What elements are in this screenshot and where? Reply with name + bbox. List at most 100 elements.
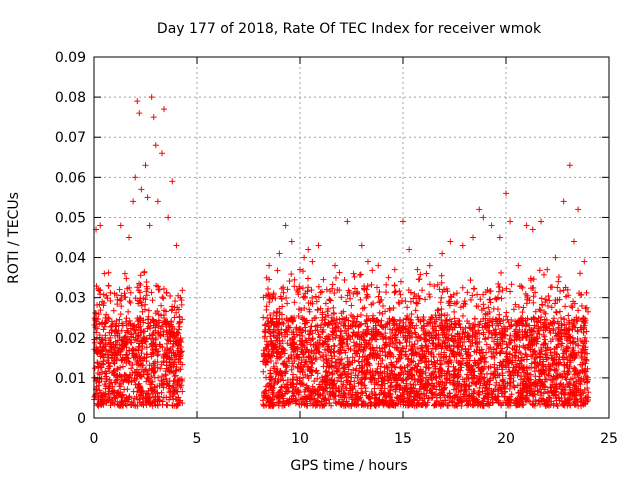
- data-point: [577, 270, 584, 277]
- data-point: [167, 362, 174, 369]
- data-point: [552, 254, 559, 261]
- data-point: [178, 297, 185, 304]
- data-point: [263, 306, 270, 313]
- data-point: [357, 296, 364, 303]
- data-point: [260, 401, 267, 408]
- data-point: [396, 300, 403, 307]
- data-point: [170, 359, 177, 366]
- data-point: [322, 300, 329, 307]
- data-point: [173, 242, 180, 249]
- data-point: [92, 309, 99, 316]
- data-point: [104, 357, 111, 364]
- data-point: [320, 363, 327, 370]
- data-point: [291, 276, 298, 283]
- data-point: [565, 312, 572, 319]
- data-point: [298, 337, 305, 344]
- data-point: [581, 258, 588, 265]
- data-point: [530, 293, 537, 300]
- data-point: [378, 317, 385, 324]
- data-point: [284, 300, 291, 307]
- data-point: [358, 311, 365, 318]
- data-points: [91, 94, 592, 409]
- data-point: [329, 281, 336, 288]
- data-point: [118, 303, 125, 310]
- data-point: [161, 285, 168, 292]
- data-point: [540, 271, 547, 278]
- data-point: [105, 269, 112, 276]
- data-point: [539, 302, 546, 309]
- data-point: [400, 218, 406, 225]
- data-point: [562, 303, 569, 310]
- data-point: [132, 174, 139, 181]
- data-point: [426, 291, 433, 298]
- data-point: [146, 362, 153, 369]
- data-point: [495, 280, 502, 287]
- data-point: [161, 106, 168, 113]
- data-point: [132, 369, 139, 376]
- data-point: [392, 364, 399, 371]
- data-point: [126, 359, 133, 366]
- data-point: [305, 275, 312, 282]
- data-point: [286, 278, 293, 285]
- data-point: [140, 368, 147, 375]
- data-point: [330, 304, 337, 311]
- data-point: [150, 317, 157, 324]
- data-point: [312, 293, 319, 300]
- data-point: [520, 304, 527, 311]
- data-point: [146, 222, 153, 229]
- data-point: [417, 271, 424, 278]
- data-point: [416, 276, 423, 283]
- data-point: [507, 218, 514, 225]
- data-point: [288, 238, 295, 245]
- data-point: [118, 320, 125, 327]
- data-point: [123, 372, 130, 379]
- y-tick-label: 0.06: [55, 170, 86, 186]
- data-point: [326, 296, 333, 303]
- data-point: [158, 373, 165, 380]
- data-point: [165, 383, 172, 390]
- data-point: [171, 373, 178, 380]
- data-point: [179, 400, 186, 407]
- data-point: [438, 294, 445, 301]
- data-point: [106, 388, 113, 395]
- data-point: [132, 381, 139, 388]
- data-point: [555, 278, 562, 285]
- data-point: [152, 142, 159, 149]
- data-point: [105, 360, 112, 367]
- data-point: [453, 290, 460, 297]
- data-point: [499, 287, 506, 294]
- data-point: [323, 286, 330, 293]
- data-point: [173, 309, 180, 316]
- data-point: [97, 340, 104, 347]
- data-point: [532, 373, 539, 380]
- data-point: [100, 326, 107, 333]
- data-point: [503, 190, 509, 197]
- data-point: [343, 298, 350, 305]
- data-point: [395, 299, 402, 306]
- data-point: [117, 297, 124, 304]
- data-point: [467, 296, 474, 303]
- data-point: [174, 381, 181, 388]
- data-point: [102, 385, 109, 392]
- data-point: [126, 317, 133, 324]
- data-point: [104, 351, 111, 358]
- data-point: [111, 352, 118, 359]
- data-point: [451, 308, 458, 315]
- data-point: [97, 222, 104, 229]
- data-point: [112, 349, 119, 356]
- data-point: [315, 242, 322, 249]
- data-point: [530, 276, 537, 283]
- data-point: [174, 347, 181, 354]
- data-point: [130, 198, 137, 205]
- data-point: [305, 284, 312, 291]
- data-point: [155, 311, 162, 318]
- data-point: [414, 266, 421, 273]
- data-point: [344, 218, 351, 225]
- data-point: [151, 384, 158, 391]
- data-point: [291, 283, 298, 290]
- data-point: [488, 222, 495, 229]
- data-point: [142, 296, 149, 303]
- y-axis-label: ROTI / TECUs: [6, 192, 22, 284]
- data-point: [144, 375, 151, 382]
- data-point: [154, 352, 161, 359]
